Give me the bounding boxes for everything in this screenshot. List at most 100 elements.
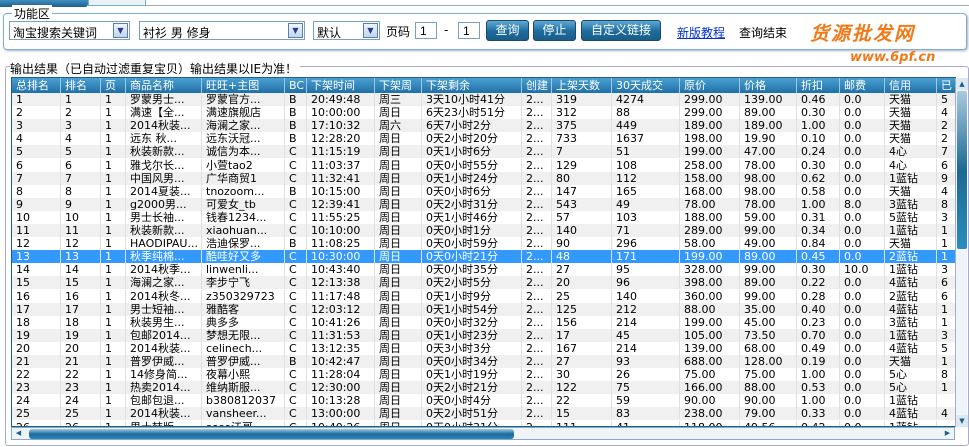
table-cell: 296 [612, 237, 680, 251]
column-header[interactable]: BC [285, 78, 307, 93]
column-header[interactable]: 商品名称 [126, 78, 202, 93]
source-select[interactable]: 淘宝搜索关键词 ▼ [9, 21, 130, 40]
table-cell: 21 [61, 355, 101, 369]
page-from-input[interactable] [415, 22, 437, 39]
table-cell: 0.33 [797, 407, 840, 421]
table-cell: C [285, 197, 307, 211]
table-cell: 海澜之家... [126, 276, 202, 290]
column-header[interactable]: 折扣 [797, 78, 840, 93]
table-cell: 1 [101, 158, 126, 172]
table-row[interactable]: 9 9 1 g2000男... 可爱女_tb C 12:39:41 周日 0天2小时31分 2..… [12, 197, 956, 211]
table-row[interactable]: 24 24 1 包邮包退... b380812037 C 10:13:28 周日 0天0小时4分… [12, 394, 956, 408]
table-row[interactable]: 20 20 1 2014秋装... celinech... C 13:12:35 周日 0天3小… [12, 341, 956, 355]
sort-select[interactable]: 默认 ▼ [313, 21, 380, 40]
chevron-down-icon[interactable]: ▼ [288, 23, 303, 38]
table-cell: 0.31 [797, 210, 840, 224]
table-cell: 4蓝钻 [885, 407, 937, 421]
table-cell: 15 [552, 407, 612, 421]
table-row[interactable]: 12 12 1 HAODIPAU... 浩迪保罗... B 11:08:25 周日 0天0小时5… [12, 237, 956, 251]
table-cell: C [285, 341, 307, 355]
table-row[interactable]: 3 3 1 2014秋装... 海澜之家... B 17:10:32 周六 6天7小时2分 2..… [12, 119, 956, 133]
active-tab[interactable] [0, 0, 88, 7]
table-cell: 周日 [375, 289, 422, 303]
table-cell: 1 [101, 106, 126, 120]
column-header[interactable]: 旺旺+主图 [202, 78, 285, 93]
table-row[interactable]: 15 15 1 海澜之家... 李步宁飞 C 12:13:38 周日 0天2小时5分 2... 20… [12, 276, 956, 290]
keyword-select[interactable]: 衬衫 男 修身 ▼ [139, 21, 305, 40]
table-cell: 45.00 [740, 315, 797, 329]
table-cell: 6天7小时2分 [422, 119, 522, 133]
table-cell: 0天0小时55分 [422, 158, 522, 172]
table-cell: 0天1小时6分 [422, 145, 522, 159]
table-row[interactable]: 21 21 1 普罗伊威... 普罗伊威... B 10:42:47 周日 0天0小时34分 2.… [12, 355, 956, 369]
scroll-left-icon[interactable]: ◀ [15, 429, 22, 437]
column-header[interactable]: 总排名 [12, 78, 61, 93]
column-header[interactable]: 30天成交 [612, 78, 680, 93]
column-header[interactable]: 已 [937, 78, 956, 93]
table-row[interactable]: 2 2 1 满速【全... 满速旗舰店 B 10:00:00 周日 6天23小时51分 2... 3… [12, 106, 956, 120]
tutorial-link[interactable]: 新版教程 [677, 26, 726, 40]
table-row[interactable]: 4 4 1 远东 秋... 远东沃冠... B 12:28:20 周日 0天2小时20分 2...… [12, 132, 956, 146]
table-row[interactable]: 5 5 1 秋装新款... 诚信为本... C 11:15:19 周日 0天1小时6分 2... 7… [12, 145, 956, 159]
column-header[interactable]: 原价 [680, 78, 740, 93]
table-cell: 10:00:00 [307, 106, 375, 120]
table-row[interactable]: 10 10 1 男士长袖... 钱春1234... C 11:55:25 周日 0天1小时46分… [12, 210, 956, 224]
table-cell: 128.00 [740, 355, 797, 369]
table-row[interactable]: 7 7 1 中国风男... 广华商贸1 C 11:32:41 周日 0天1小时24分 2... 80… [12, 171, 956, 185]
chevron-down-icon[interactable]: ▼ [113, 23, 128, 38]
table-row[interactable]: 1 1 1 罗蒙男士... 罗蒙官方... B 20:49:48 周三 3天10小时41分 2..… [12, 93, 956, 107]
custom-link-button[interactable]: 自定义链接 [581, 20, 661, 41]
table-cell: 2... [522, 106, 552, 120]
table-cell: C [285, 328, 307, 342]
vertical-scroll-thumb[interactable] [957, 91, 967, 249]
table-row[interactable]: 25 25 1 2014秋装... vansheer... C 13:00:00 周日 0天2小… [12, 407, 956, 421]
table-row[interactable]: 26 26 1 男士韩版... sese江哥 C 10:40:26 周日 0天0小时31分 2..… [12, 420, 956, 426]
column-header[interactable]: 下架时间 [307, 78, 375, 93]
table-cell: 周日 [375, 237, 422, 251]
table-row[interactable]: 14 14 1 2014秋季... linwenli... C 10:43:40 周日 0天0小… [12, 263, 956, 277]
table-cell: 1 [101, 381, 126, 395]
table-cell: 98.00 [740, 171, 797, 185]
table-row[interactable]: 22 22 1 14修身简... 夜幕小熙 C 11:28:04 周日 0天1小时19分 2...… [12, 368, 956, 382]
table-cell: 0天3小时3分 [422, 341, 522, 355]
table-row[interactable]: 18 18 1 秋装男生... 典多多 C 10:41:26 周日 0天0小时32分 2... 15… [12, 315, 956, 329]
vertical-scrollbar[interactable]: ▲ ▼ [955, 78, 968, 427]
table-row[interactable]: 19 19 1 包邮2014... 梦想无限... C 11:31:53 周日 0天1小时23分… [12, 328, 956, 342]
stop-button[interactable]: 停止 [533, 20, 576, 41]
column-header[interactable]: 页 [101, 78, 126, 93]
scroll-down-icon[interactable]: ▼ [956, 415, 968, 427]
table-cell: 80 [552, 171, 612, 185]
table-row[interactable]: 11 11 1 秋装新款... xiaohuan... C 10:10:00 周日 0天0小时1… [12, 224, 956, 238]
tab[interactable] [88, 0, 146, 6]
column-header[interactable]: 上架天数 [552, 78, 612, 93]
column-header[interactable]: 下架剩余 [422, 78, 522, 93]
column-header[interactable]: 价格 [740, 78, 797, 93]
horizontal-scroll-thumb[interactable] [29, 429, 514, 439]
table-row[interactable]: 8 8 1 2014夏装... tnozoom... B 10:15:00 周日 0天0小时6分… [12, 184, 956, 198]
table-row[interactable]: 23 23 1 热卖2014... 维纳斯服... C 12:30:00 周日 0天2小时21分… [12, 381, 956, 395]
column-header[interactable]: 创建 [522, 78, 552, 93]
page-to-input[interactable] [458, 22, 480, 39]
table-cell: 1 [101, 328, 126, 342]
table-cell: 天猫 [885, 184, 937, 198]
table-row[interactable]: 17 17 1 男士短袖... 雅酷客 C 12:03:12 周日 0天1小时54分 2... 12… [12, 302, 956, 316]
horizontal-scrollbar[interactable]: ◀ ▶ [11, 427, 955, 440]
column-header[interactable]: 下架周 [375, 78, 422, 93]
column-header[interactable]: 邮费 [840, 78, 885, 93]
table-row[interactable]: 13 13 1 秋季纯棉... 酷哇好又多 C 10:30:00 周日 0天0小时21分 2...… [12, 250, 956, 264]
column-header[interactable]: 排名 [61, 78, 101, 93]
table-cell: 1 [101, 250, 126, 264]
table-cell: 2014秋装... [126, 341, 202, 355]
table-cell: 6 [61, 158, 101, 172]
table-cell: 1 [101, 368, 126, 382]
table-cell: 8.0 [840, 197, 885, 211]
table-cell: 90.00 [680, 394, 740, 408]
table-row[interactable]: 16 16 1 2014秋冬... z350329723 C 11:17:48 周日 0天1小时… [12, 289, 956, 303]
table-row[interactable]: 6 6 1 雅戈尔长... 小萱tao2 C 11:03:37 周日 0天0小时55分 2... 1… [12, 158, 956, 172]
table-cell: g2000男... [126, 197, 202, 211]
scroll-right-icon[interactable]: ▶ [944, 429, 951, 437]
scroll-up-icon[interactable]: ▲ [956, 78, 968, 90]
column-header[interactable]: 信用 [885, 78, 937, 93]
chevron-down-icon[interactable]: ▼ [363, 23, 378, 38]
query-button[interactable]: 查询 [486, 20, 529, 41]
